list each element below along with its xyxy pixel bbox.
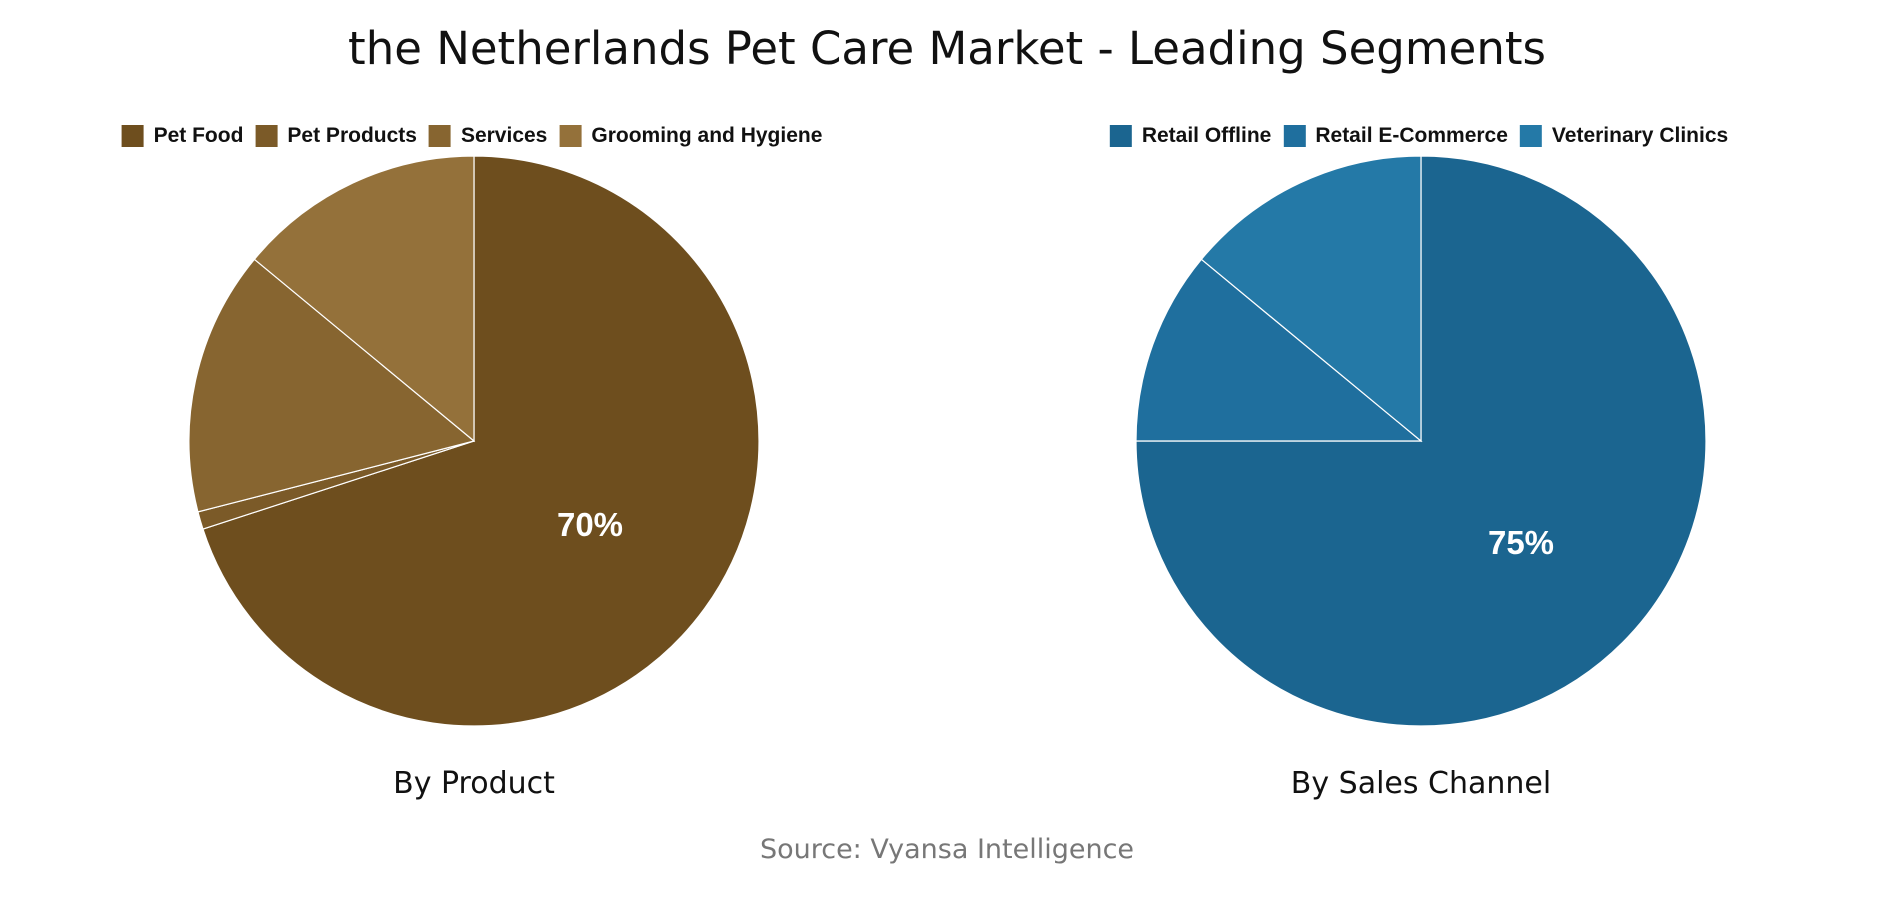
pie-by-sales-channel: 75%	[1135, 155, 1707, 727]
legend-item: Veterinary Clinics	[1519, 124, 1729, 148]
legend-label: Pet Food	[153, 124, 244, 147]
legend-by-product: Pet Food Pet Products Services Grooming and…	[121, 124, 827, 148]
legend-swatch	[428, 125, 451, 147]
legend-swatch	[121, 125, 144, 147]
source-note: Source: Vyansa Intelligence	[759, 834, 1135, 865]
legend-item: Services	[428, 124, 548, 148]
legend-label: Services	[460, 124, 548, 147]
subtitle-by-sales-channel: By Sales Channel	[1290, 766, 1552, 801]
legend-label: Grooming and Hygiene	[591, 124, 823, 147]
data-label: 75%	[1488, 524, 1554, 561]
chart-title: the Netherlands Pet Care Market - Leadin…	[348, 22, 1546, 75]
legend-by-sales-channel: Retail Offline Retail E-Commerce Veterinar…	[1109, 124, 1732, 148]
legend-item: Retail Offline	[1109, 124, 1272, 148]
legend-label: Veterinary Clinics	[1551, 124, 1729, 147]
legend-item: Retail E-Commerce	[1283, 124, 1508, 148]
subtitle-by-product: By Product	[393, 766, 555, 801]
legend-item: Pet Food	[121, 124, 244, 148]
legend-swatch	[1283, 125, 1306, 147]
legend-swatch	[1109, 125, 1132, 147]
pie-slice-grooming-and-hygiene	[253, 155, 475, 443]
legend-label: Retail Offline	[1141, 124, 1272, 147]
data-label: 70%	[557, 506, 623, 543]
pie-slice-veterinary-clinics	[1200, 155, 1422, 443]
pie-slice-retail-e-commerce	[1135, 258, 1423, 442]
legend-swatch	[1519, 125, 1542, 147]
legend-swatch	[559, 125, 582, 147]
legend-item: Grooming and Hygiene	[559, 124, 822, 148]
legend-item: Pet Products	[255, 124, 417, 148]
legend-label: Retail E-Commerce	[1315, 124, 1508, 147]
legend-swatch	[255, 125, 278, 147]
pie-slice-services	[188, 258, 476, 513]
pie-slice-pet-food	[202, 155, 760, 727]
legend-label: Pet Products	[287, 124, 417, 147]
pie-by-product: 70%	[188, 155, 760, 727]
